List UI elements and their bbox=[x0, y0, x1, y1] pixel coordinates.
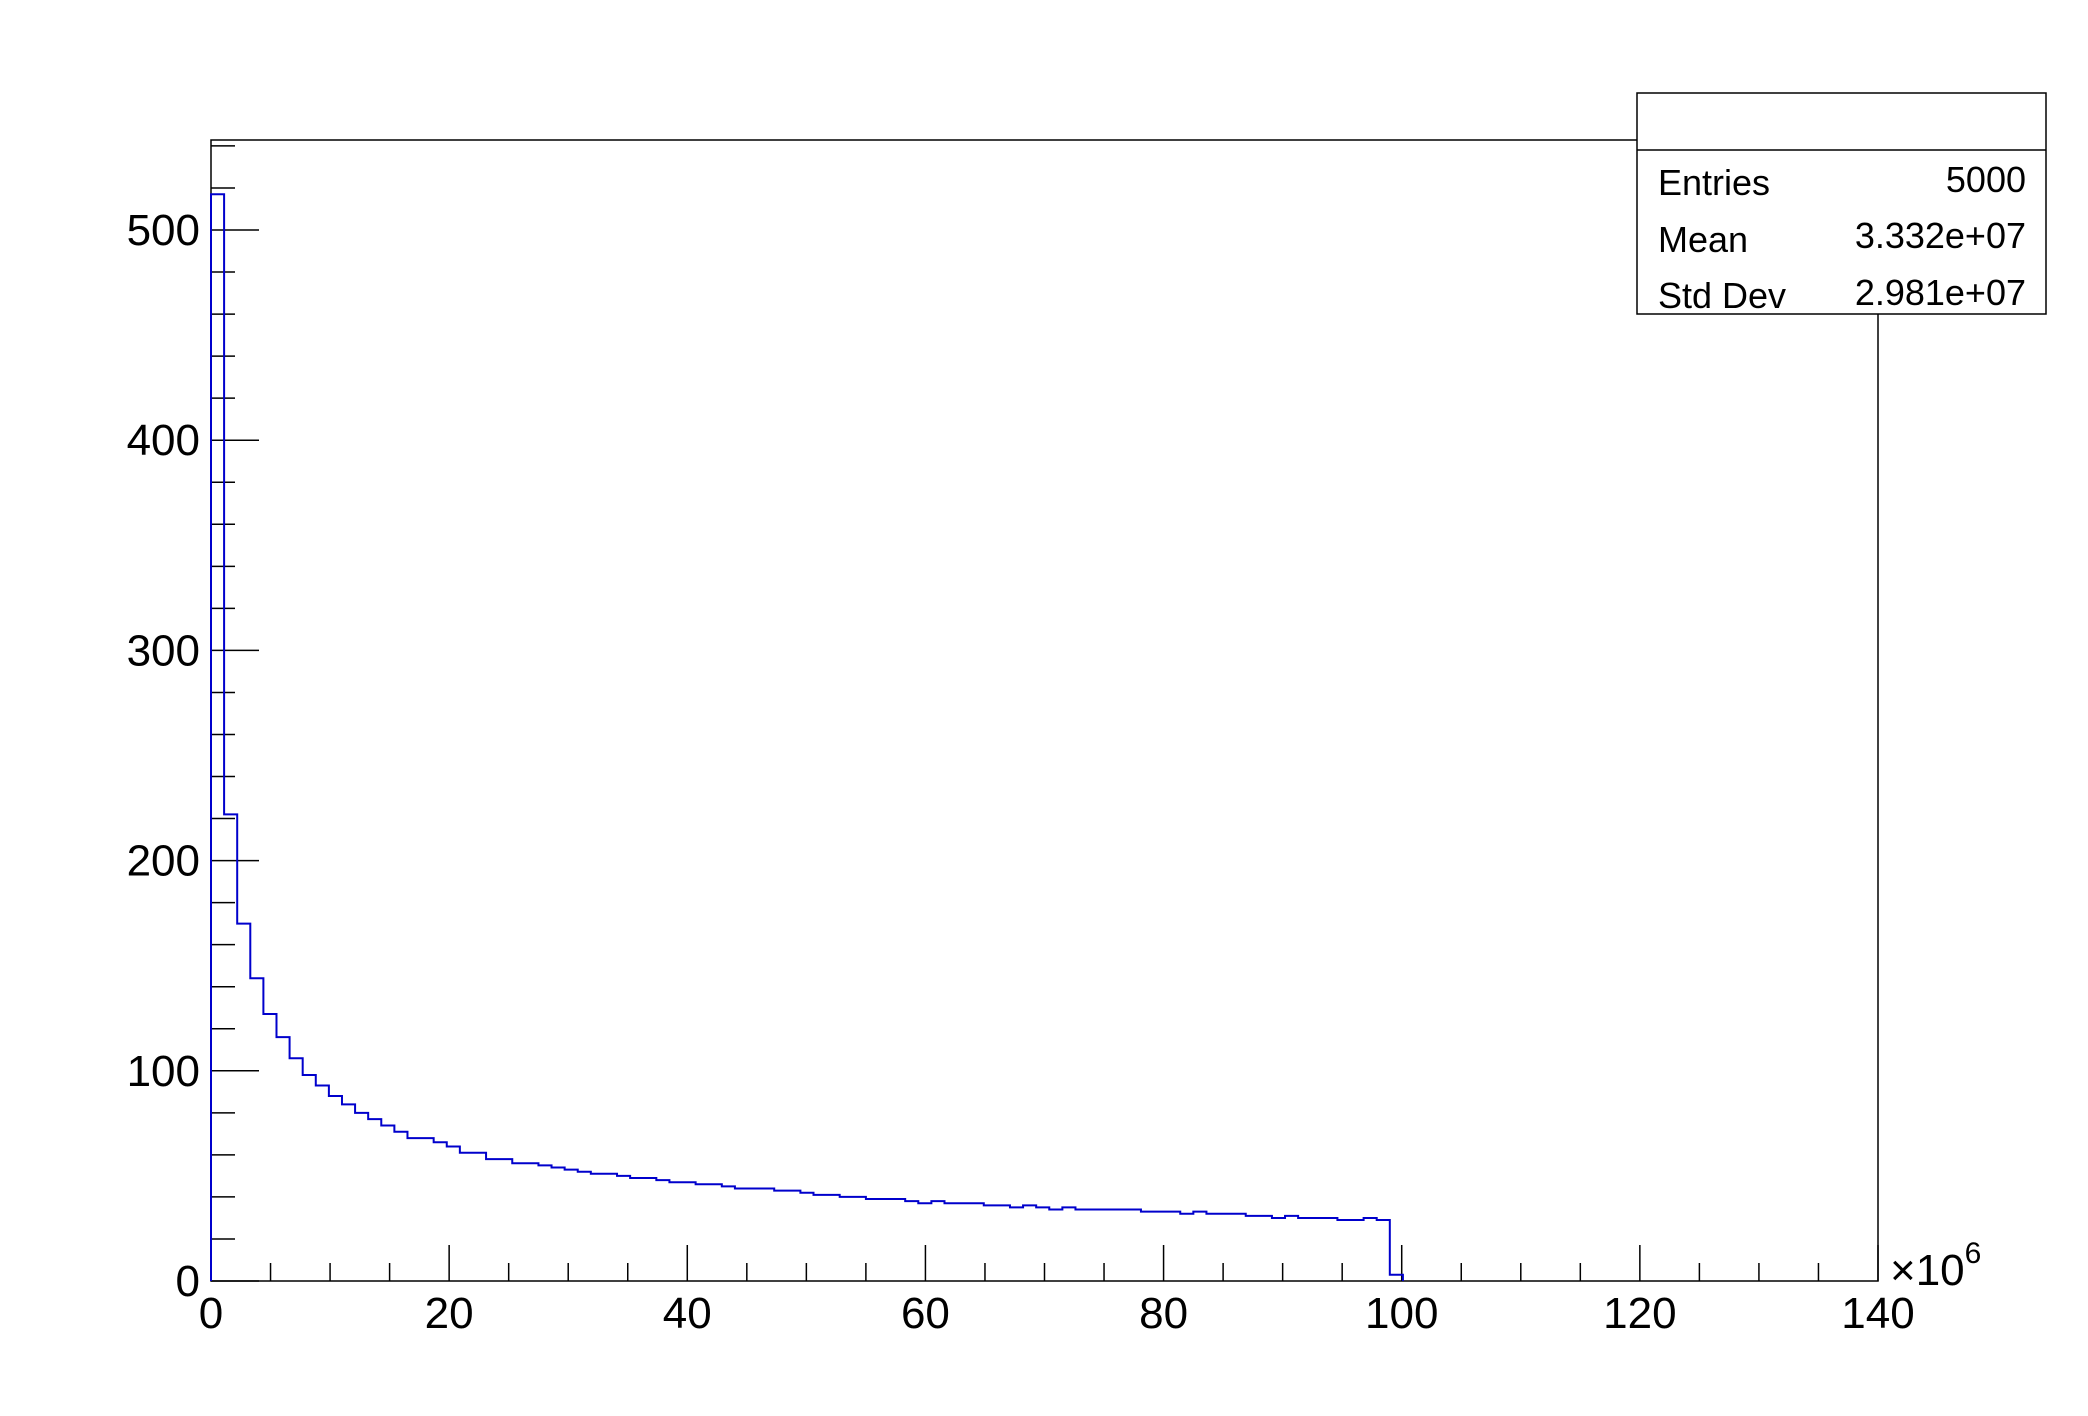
stats-box: Entries 5000 Mean 3.332e+07 Std Dev 2.98… bbox=[1636, 92, 2047, 316]
stats-box-frame bbox=[1636, 92, 2047, 315]
plot-frame bbox=[210, 139, 1879, 1282]
stats-entries-label: Entries bbox=[1658, 162, 1770, 203]
x-tick-label: 60 bbox=[901, 1289, 950, 1338]
x-multiplier-label: ×106 bbox=[1890, 1237, 1981, 1295]
y-tick-label: 0 bbox=[176, 1257, 200, 1306]
x-tick-label: 120 bbox=[1603, 1289, 1676, 1338]
y-tick-label: 400 bbox=[127, 416, 200, 465]
histogram-line bbox=[210, 193, 1404, 1281]
y-axis: 0 100 200 300 400 500 bbox=[127, 145, 259, 1306]
x-tick-label: 140 bbox=[1841, 1289, 1914, 1338]
stats-mean-value: 3.332e+07 bbox=[1855, 215, 2026, 256]
x-tick-label: 80 bbox=[1139, 1289, 1188, 1338]
stats-stddev-label: Std Dev bbox=[1658, 275, 1786, 316]
y-tick-label: 300 bbox=[127, 626, 200, 675]
y-tick-label: 500 bbox=[127, 206, 200, 255]
x-axis: 0 20 40 60 80 100 120 140 bbox=[199, 1245, 1915, 1338]
y-tick-label: 200 bbox=[127, 837, 200, 886]
x-tick-label: 100 bbox=[1365, 1289, 1438, 1338]
x-tick-label: 20 bbox=[425, 1289, 474, 1338]
x-tick-label: 0 bbox=[199, 1289, 223, 1338]
stats-mean-label: Mean bbox=[1658, 219, 1748, 260]
y-tick-label: 100 bbox=[127, 1047, 200, 1096]
x-tick-label: 40 bbox=[663, 1289, 712, 1338]
stats-stddev-value: 2.981e+07 bbox=[1855, 272, 2026, 313]
stats-entries-value: 5000 bbox=[1946, 159, 2026, 200]
